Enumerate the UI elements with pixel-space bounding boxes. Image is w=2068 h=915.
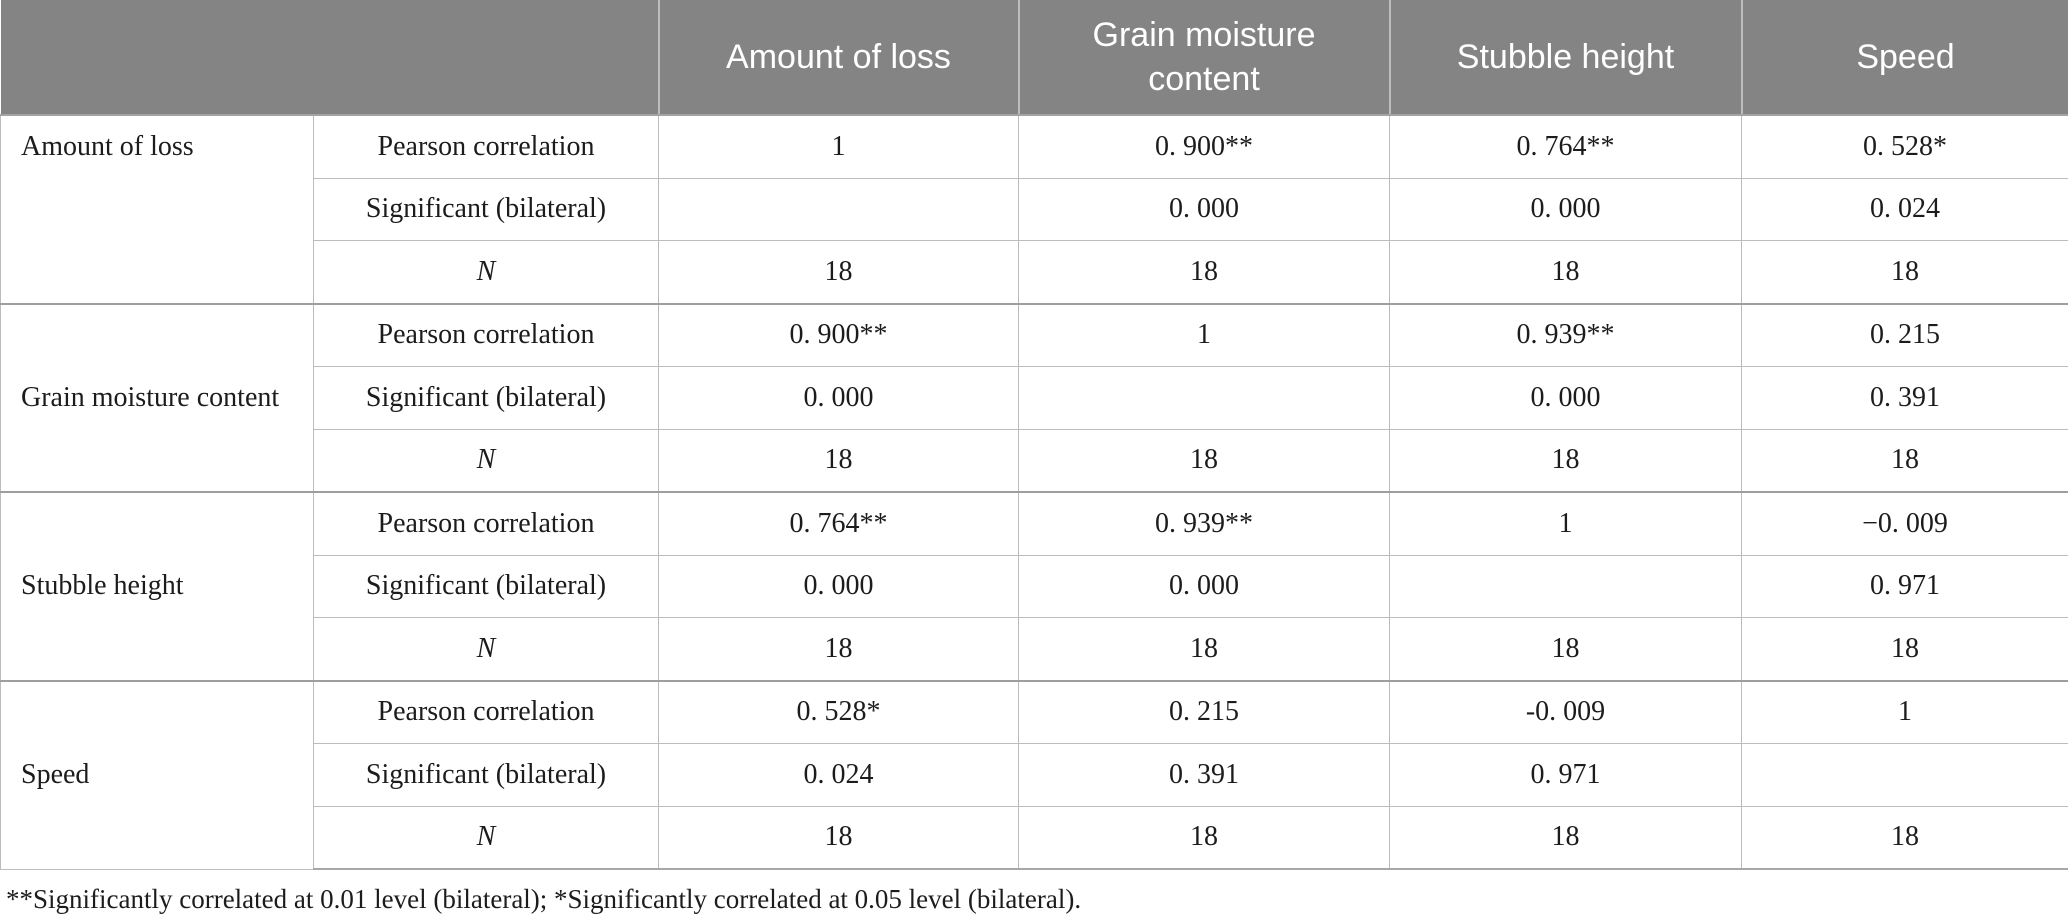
value-cell: 1 xyxy=(1019,304,1390,367)
value-cell: 18 xyxy=(1742,241,2068,304)
value-cell: 18 xyxy=(1390,429,1742,492)
stat-label: Significant (bilateral) xyxy=(314,744,659,807)
value-cell: 0. 215 xyxy=(1019,681,1390,744)
value-cell: 0. 391 xyxy=(1742,367,2068,430)
value-cell: 1 xyxy=(1390,492,1742,555)
value-cell: 0. 000 xyxy=(659,555,1019,618)
value-cell: 1 xyxy=(1742,681,2068,744)
value-cell: 18 xyxy=(1742,429,2068,492)
value-cell: 18 xyxy=(1019,429,1390,492)
row-group-label-amount-of-loss: Amount of loss xyxy=(1,115,314,304)
value-cell xyxy=(1742,744,2068,807)
column-header-stubble-height: Stubble height xyxy=(1390,0,1742,115)
value-cell xyxy=(659,178,1019,241)
column-header-speed: Speed xyxy=(1742,0,2068,115)
table-footnote: **Significantly correlated at 0.01 level… xyxy=(0,870,2068,915)
value-cell: 0. 024 xyxy=(1742,178,2068,241)
stat-label: Significant (bilateral) xyxy=(314,367,659,430)
value-cell xyxy=(1019,367,1390,430)
value-cell: 18 xyxy=(1390,241,1742,304)
stat-label: Pearson correlation xyxy=(314,681,659,744)
corner-header-cell xyxy=(1,0,659,115)
value-cell: 0. 000 xyxy=(1019,555,1390,618)
value-cell: 0. 764** xyxy=(659,492,1019,555)
value-cell: −0. 009 xyxy=(1742,492,2068,555)
value-cell: 18 xyxy=(1742,618,2068,681)
row-group-label-stubble-height: Stubble height xyxy=(1,492,314,681)
table-row: Grain moisture content Pearson correlati… xyxy=(1,304,2068,367)
value-cell: 18 xyxy=(1390,618,1742,681)
value-cell: 0. 215 xyxy=(1742,304,2068,367)
value-cell: -0. 009 xyxy=(1390,681,1742,744)
value-cell: 0. 024 xyxy=(659,744,1019,807)
value-cell: 18 xyxy=(1390,806,1742,869)
value-cell: 0. 939** xyxy=(1019,492,1390,555)
table-row: Amount of loss Pearson correlation 1 0. … xyxy=(1,115,2068,178)
value-cell: 0. 900** xyxy=(1019,115,1390,178)
table-row: Speed Pearson correlation 0. 528* 0. 215… xyxy=(1,681,2068,744)
value-cell: 1 xyxy=(659,115,1019,178)
value-cell: 18 xyxy=(1019,618,1390,681)
value-cell: 0. 391 xyxy=(1019,744,1390,807)
value-cell: 18 xyxy=(659,241,1019,304)
column-header-amount-of-loss: Amount of loss xyxy=(659,0,1019,115)
value-cell: 18 xyxy=(659,429,1019,492)
stat-label: N xyxy=(314,806,659,869)
table-row: Stubble height Pearson correlation 0. 76… xyxy=(1,492,2068,555)
column-header-grain-moisture-content: Grain moisture content xyxy=(1019,0,1390,115)
value-cell: 0. 000 xyxy=(659,367,1019,430)
stat-label: N xyxy=(314,429,659,492)
value-cell: 0. 971 xyxy=(1742,555,2068,618)
value-cell: 18 xyxy=(1019,806,1390,869)
stat-label: Pearson correlation xyxy=(314,492,659,555)
stat-label: N xyxy=(314,618,659,681)
table-header: Amount of loss Grain moisture content St… xyxy=(1,0,2068,115)
value-cell: 18 xyxy=(1742,806,2068,869)
value-cell: 18 xyxy=(659,806,1019,869)
stat-label: N xyxy=(314,241,659,304)
value-cell: 0. 528* xyxy=(659,681,1019,744)
row-group-label-grain-moisture-content: Grain moisture content xyxy=(1,304,314,493)
stat-label: Significant (bilateral) xyxy=(314,555,659,618)
stat-label: Pearson correlation xyxy=(314,304,659,367)
value-cell: 0. 900** xyxy=(659,304,1019,367)
value-cell: 18 xyxy=(659,618,1019,681)
value-cell: 0. 764** xyxy=(1390,115,1742,178)
value-cell xyxy=(1390,555,1742,618)
stat-label: Significant (bilateral) xyxy=(314,178,659,241)
table-body: Amount of loss Pearson correlation 1 0. … xyxy=(1,115,2068,869)
value-cell: 0. 528* xyxy=(1742,115,2068,178)
value-cell: 0. 000 xyxy=(1019,178,1390,241)
value-cell: 0. 939** xyxy=(1390,304,1742,367)
value-cell: 18 xyxy=(1019,241,1390,304)
stat-label: Pearson correlation xyxy=(314,115,659,178)
value-cell: 0. 971 xyxy=(1390,744,1742,807)
row-group-label-speed: Speed xyxy=(1,681,314,870)
correlation-table: Amount of loss Grain moisture content St… xyxy=(0,0,2068,870)
value-cell: 0. 000 xyxy=(1390,367,1742,430)
value-cell: 0. 000 xyxy=(1390,178,1742,241)
